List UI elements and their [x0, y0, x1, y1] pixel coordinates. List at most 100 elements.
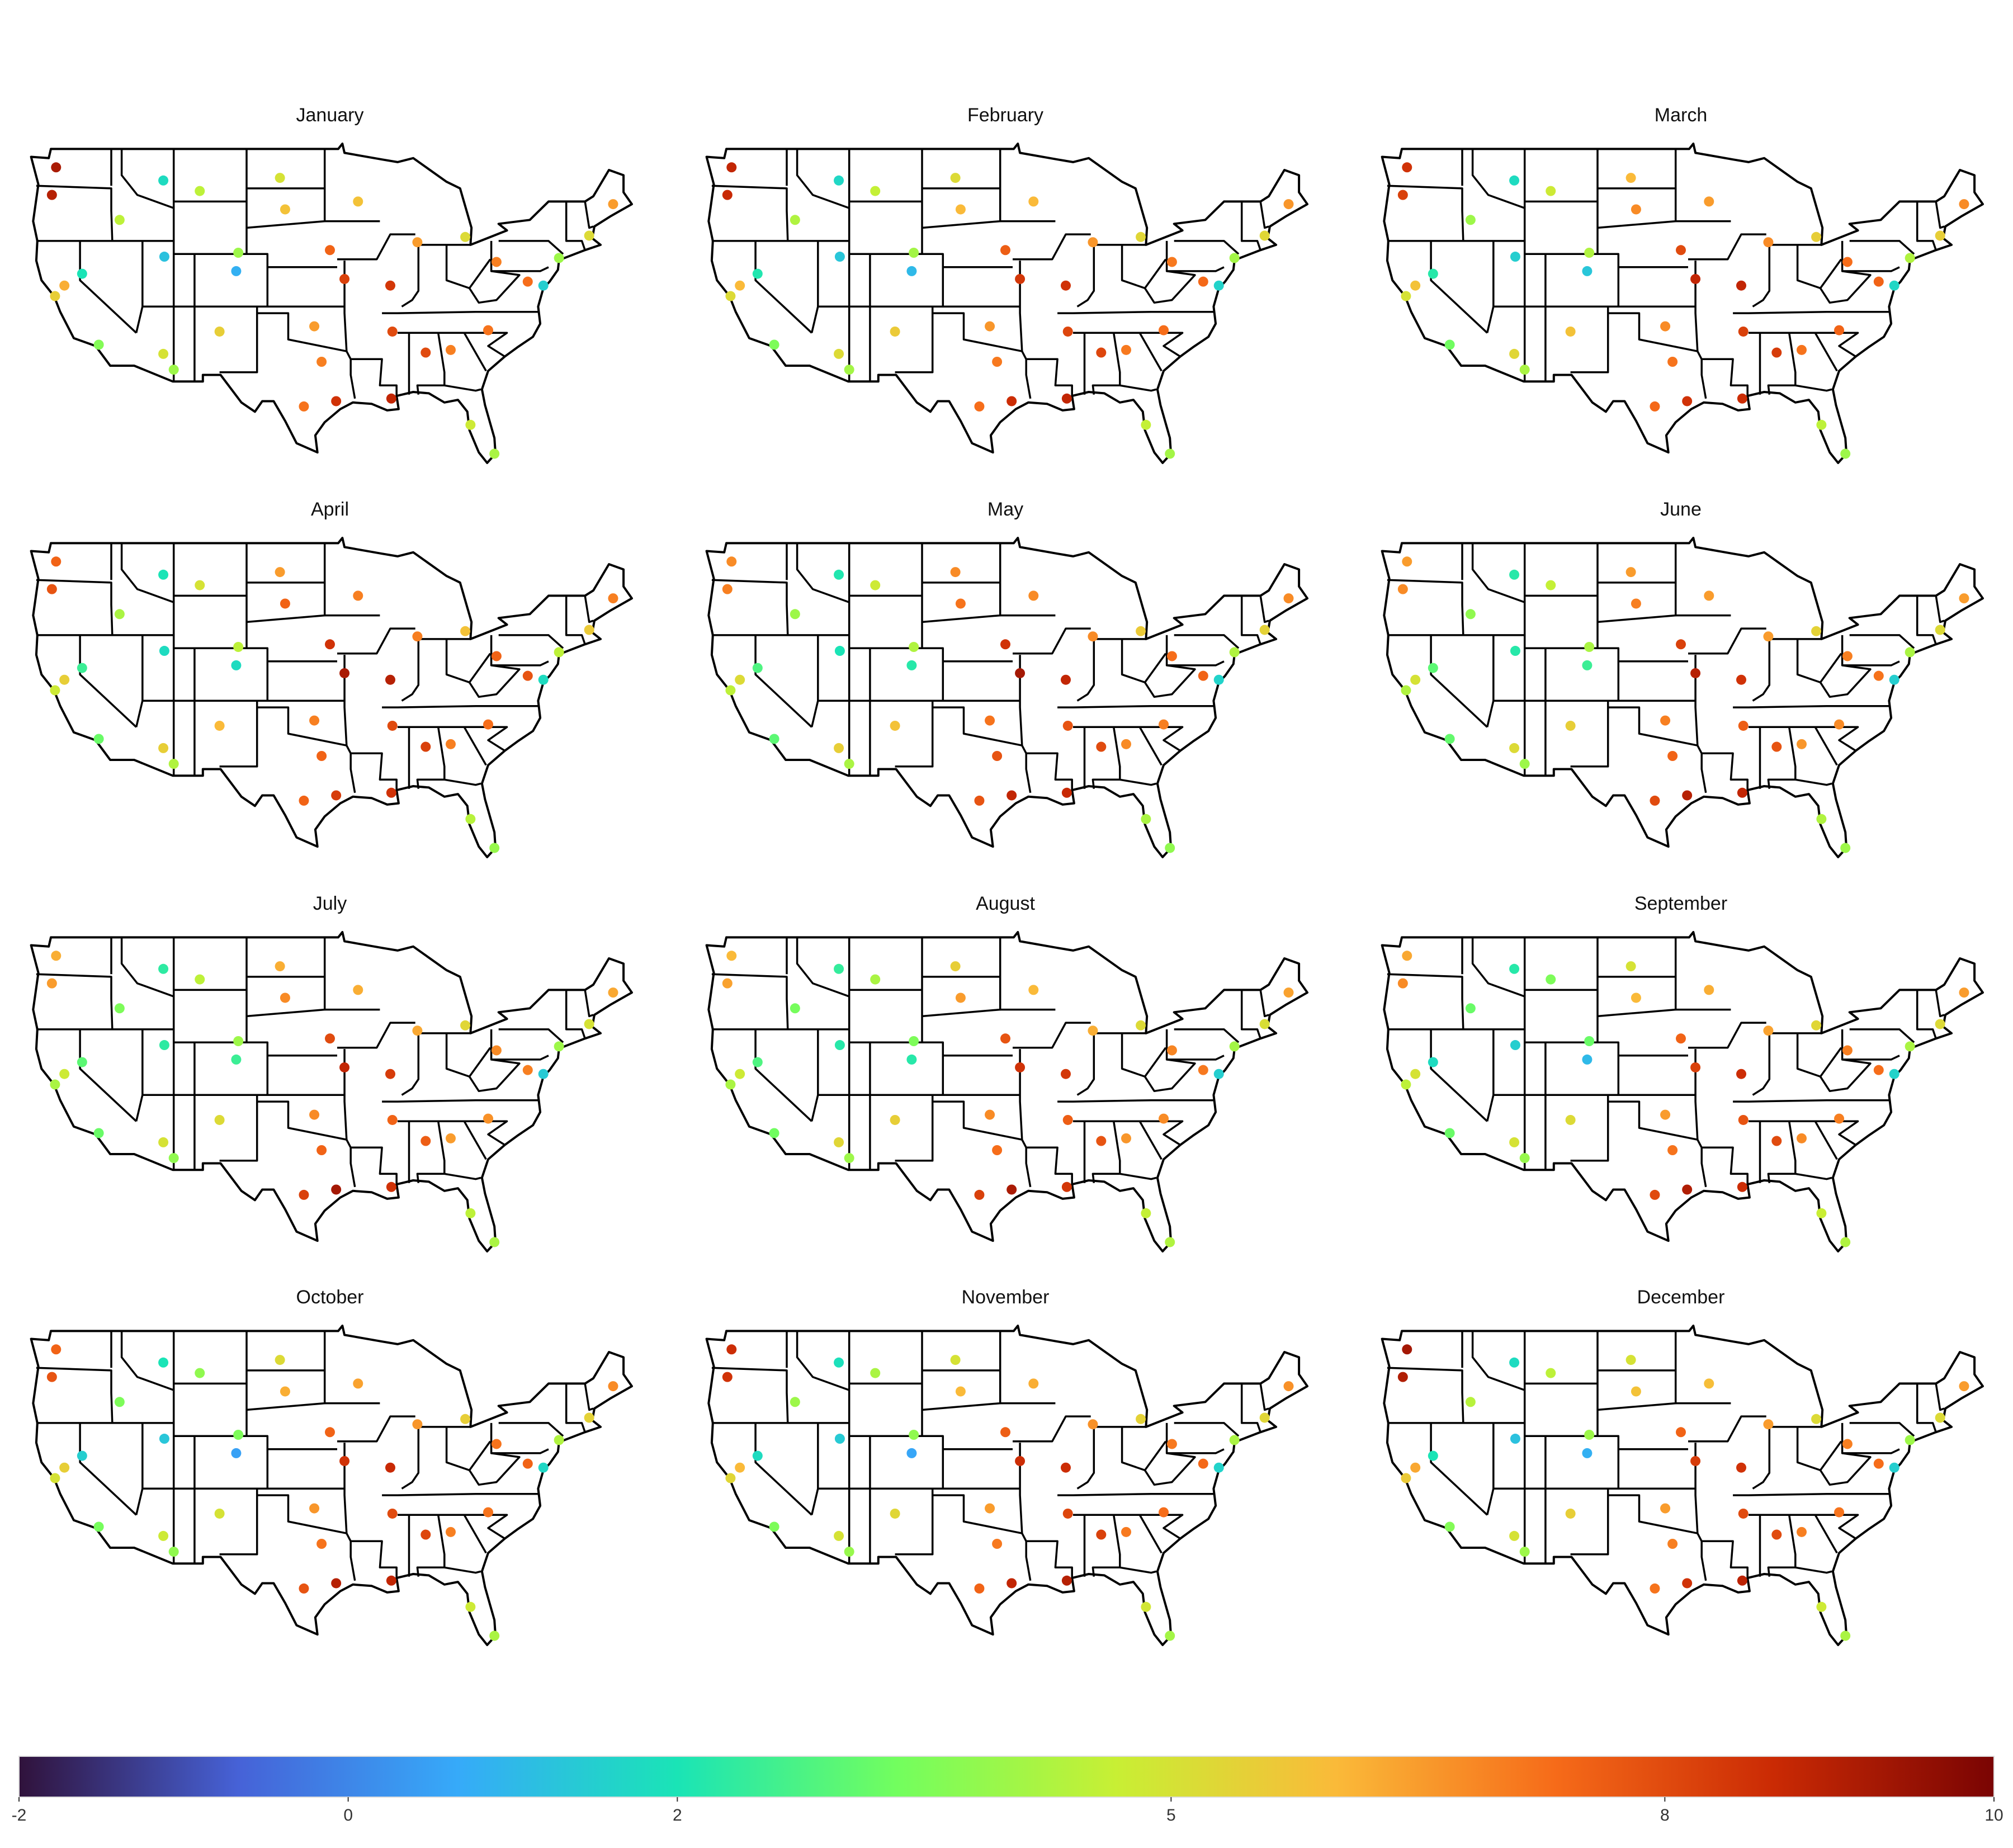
state-border: [1935, 595, 1945, 623]
station-point: [844, 1547, 854, 1557]
station-point: [834, 1040, 845, 1051]
station-point: [331, 396, 342, 407]
station-point: [1088, 1025, 1098, 1036]
station-point: [950, 961, 961, 972]
state-border: [246, 543, 326, 623]
state-border: [1144, 664, 1196, 698]
state-border: [1026, 1540, 1073, 1578]
state-border: [711, 579, 789, 635]
state-border: [1240, 595, 1261, 645]
station-point: [909, 642, 919, 652]
state-border: [1387, 185, 1464, 241]
station-point: [491, 257, 502, 267]
state-border: [1076, 1032, 1095, 1096]
station-point: [1509, 1530, 1520, 1541]
station-point: [309, 1503, 320, 1514]
state-border: [1471, 1331, 1525, 1391]
station-point: [275, 1355, 285, 1365]
station-point: [1625, 961, 1636, 972]
station-point: [1676, 1427, 1686, 1438]
state-border: [498, 1028, 564, 1043]
station-point: [1000, 1033, 1010, 1044]
state-border: [895, 1095, 934, 1162]
station-point: [1546, 974, 1556, 985]
station-point: [233, 642, 244, 652]
state-border: [584, 1383, 594, 1411]
station-point: [1704, 1378, 1714, 1389]
state-border: [351, 358, 398, 396]
state-border: [1916, 201, 1937, 251]
state-border: [1814, 726, 1838, 766]
station-point: [1096, 1529, 1107, 1540]
station-point: [726, 1344, 737, 1355]
station-point: [1873, 276, 1884, 287]
state-border: [1019, 1443, 1032, 1581]
state-border: [1013, 627, 1091, 655]
station-point: [1259, 230, 1270, 241]
state-border: [382, 1099, 540, 1103]
station-point: [1028, 590, 1039, 601]
map-panel: March: [1381, 105, 1984, 464]
station-point: [1121, 1133, 1131, 1143]
state-border: [498, 240, 564, 255]
state-border: [498, 1422, 564, 1437]
station-point: [1797, 739, 1807, 749]
state-border: [1849, 634, 1915, 649]
station-point: [1510, 1434, 1520, 1444]
state-border: [922, 149, 1001, 229]
state-border: [1057, 705, 1215, 708]
state-border: [1796, 639, 1842, 684]
state-border: [565, 1383, 586, 1433]
state-border: [490, 1422, 549, 1454]
state-border: [1076, 637, 1095, 702]
station-point: [483, 1113, 494, 1124]
station-point: [1007, 1184, 1017, 1195]
state-border: [469, 1058, 521, 1093]
station-point: [231, 1448, 242, 1458]
station-point: [1584, 1430, 1595, 1440]
station-point: [1444, 339, 1455, 350]
state-border: [1144, 1452, 1196, 1486]
station-point: [1797, 1133, 1807, 1143]
station-point: [50, 1079, 60, 1090]
panel-title: February: [967, 105, 1043, 126]
state-border: [1259, 595, 1269, 623]
state-border: [1916, 595, 1937, 645]
station-point: [339, 1062, 350, 1072]
station-point: [1159, 1113, 1169, 1124]
station-point: [1410, 1462, 1421, 1473]
station-point: [1136, 626, 1146, 636]
station-point: [1631, 1386, 1641, 1397]
station-point: [722, 978, 733, 989]
station-point: [722, 1372, 733, 1382]
state-border: [351, 1146, 398, 1185]
station-point: [1889, 1069, 1899, 1079]
state-border: [36, 973, 114, 1029]
state-border: [401, 1032, 420, 1096]
state-border: [444, 1173, 481, 1180]
station-point: [168, 1153, 179, 1164]
station-point: [608, 199, 618, 210]
state-border: [382, 705, 540, 708]
station-point: [992, 751, 1003, 761]
station-point: [1229, 647, 1240, 658]
map-panel: November: [705, 1287, 1308, 1646]
state-border: [1119, 778, 1157, 786]
station-point: [1565, 720, 1576, 731]
station-point: [1397, 584, 1408, 594]
station-point: [769, 339, 779, 350]
station-point: [1565, 326, 1576, 337]
station-point: [1401, 685, 1411, 696]
station-point: [1816, 814, 1827, 824]
state-border: [490, 1029, 549, 1061]
state-border: [1608, 312, 1698, 352]
station-point: [834, 743, 844, 753]
colorbar-tick-label: 2: [673, 1806, 682, 1825]
station-point: [465, 419, 476, 430]
state-border: [1165, 635, 1225, 667]
state-border: [1119, 384, 1157, 392]
station-point: [168, 1547, 179, 1557]
station-point: [491, 1439, 502, 1449]
station-point: [906, 266, 917, 276]
state-border: [1121, 1426, 1167, 1472]
